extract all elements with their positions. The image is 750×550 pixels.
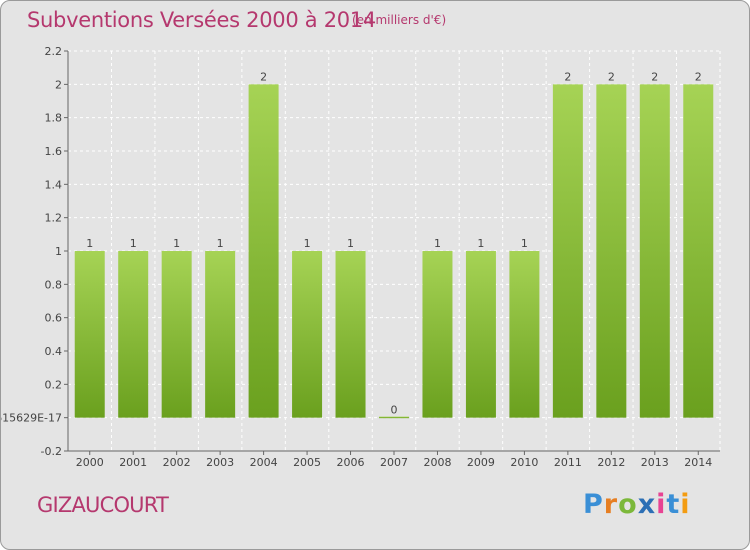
y-tick-label: 2 — [55, 78, 62, 91]
bar-value-label: 1 — [86, 237, 93, 250]
x-tick-label: 2009 — [467, 456, 495, 469]
y-tick-label: -1.5265566615629E-17 — [1, 412, 62, 425]
bar — [509, 251, 540, 418]
y-tick-label: 0.2 — [45, 378, 63, 391]
x-tick-label: 2005 — [293, 456, 321, 469]
bar-value-label: 2 — [695, 70, 702, 83]
bar — [118, 251, 149, 418]
x-tick-label: 2000 — [76, 456, 104, 469]
y-tick-label: 1.6 — [45, 145, 63, 158]
bar-value-label: 1 — [521, 237, 528, 250]
y-tick-label: 1 — [55, 245, 62, 258]
proxiti-logo: Proxiti — [583, 489, 691, 520]
x-tick-label: 2010 — [510, 456, 538, 469]
bar-value-label: 2 — [608, 70, 615, 83]
bar-value-label: 1 — [347, 237, 354, 250]
y-tick-label: 0.8 — [45, 278, 63, 291]
x-tick-label: 2014 — [684, 456, 712, 469]
y-tick-label: 0.4 — [45, 345, 63, 358]
x-tick-label: 2001 — [119, 456, 147, 469]
x-tick-label: 2006 — [337, 456, 365, 469]
x-tick-label: 2011 — [554, 456, 582, 469]
x-tick-label: 2004 — [250, 456, 278, 469]
bar — [74, 251, 105, 418]
bar — [596, 84, 627, 418]
bar — [335, 251, 366, 418]
bar — [683, 84, 714, 418]
bar — [161, 251, 192, 418]
bar — [552, 84, 583, 418]
bar — [248, 84, 279, 418]
bar — [465, 251, 496, 418]
bar-value-label: 1 — [173, 237, 180, 250]
bar-value-label: 1 — [434, 237, 441, 250]
bar-value-label: 1 — [130, 237, 137, 250]
x-tick-label: 2012 — [597, 456, 625, 469]
chart-unit: (en milliers d'€) — [352, 13, 447, 27]
chart-title: Subventions Versées 2000 à 2014 — [27, 8, 376, 32]
y-tick-label: 2.2 — [45, 45, 63, 58]
x-tick-label: 2013 — [641, 456, 669, 469]
x-tick-label: 2003 — [206, 456, 234, 469]
commune-name: GIZAUCOURT — [37, 493, 169, 517]
bar-value-label: 2 — [564, 70, 571, 83]
bar — [422, 251, 453, 418]
y-tick-label: 1.4 — [45, 178, 63, 191]
y-tick-label: 1.2 — [45, 212, 63, 225]
bar — [292, 251, 323, 418]
bar-value-label: 2 — [651, 70, 658, 83]
bar — [379, 416, 409, 419]
y-tick-label: 0.6 — [45, 312, 63, 325]
bar-value-label: 1 — [304, 237, 311, 250]
bar — [639, 84, 670, 418]
bar-value-label: 1 — [477, 237, 484, 250]
bar-value-label: 2 — [260, 70, 267, 83]
bar-value-label: 0 — [391, 404, 398, 417]
y-tick-label: 1.8 — [45, 112, 63, 125]
x-tick-label: 2007 — [380, 456, 408, 469]
bar-value-label: 1 — [217, 237, 224, 250]
y-tick-label: -0.2 — [41, 445, 62, 458]
x-tick-label: 2002 — [163, 456, 191, 469]
x-tick-label: 2008 — [423, 456, 451, 469]
bar — [205, 251, 236, 418]
